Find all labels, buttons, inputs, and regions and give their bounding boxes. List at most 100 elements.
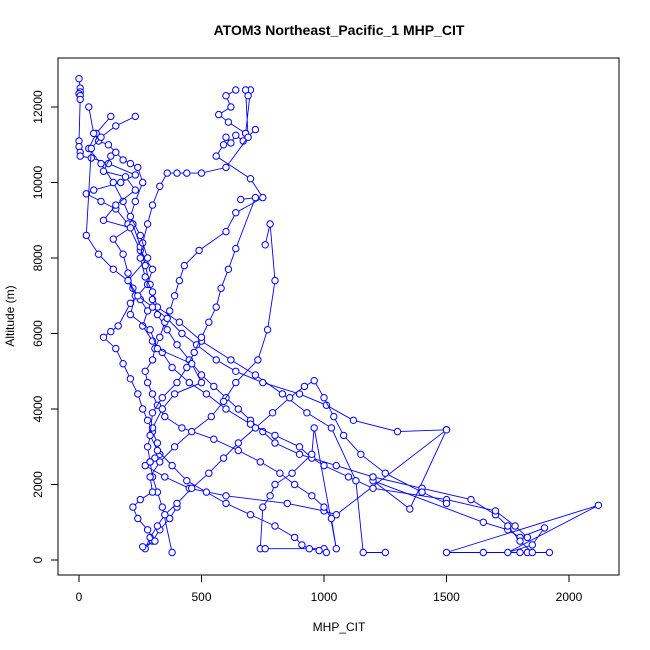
data-point <box>251 125 260 134</box>
data-point <box>234 405 243 413</box>
data-point <box>263 326 272 334</box>
data-point <box>143 443 152 451</box>
data-point <box>112 122 120 130</box>
data-point <box>305 545 313 553</box>
data-point <box>256 458 264 466</box>
data-point <box>271 522 279 530</box>
data-point <box>418 488 426 496</box>
data-point <box>315 546 323 555</box>
data-point <box>131 186 140 194</box>
x-axis-label: MHP_CIT <box>313 620 366 634</box>
data-point <box>349 416 358 424</box>
data-point <box>295 450 304 458</box>
y-tick-label: 6000 <box>31 320 45 347</box>
data-point <box>244 133 252 141</box>
data-point <box>212 152 220 160</box>
data-point <box>143 526 152 534</box>
data-point <box>322 548 331 557</box>
data-point <box>234 439 243 447</box>
data-point <box>479 518 487 526</box>
data-point <box>205 318 213 326</box>
data-point <box>97 159 105 168</box>
data-point <box>516 537 524 545</box>
data-point <box>94 250 103 258</box>
data-point <box>212 303 220 311</box>
data-point <box>76 95 84 104</box>
data-point <box>99 216 108 225</box>
data-point <box>259 193 267 202</box>
data-point <box>158 503 167 511</box>
data-point <box>195 246 203 255</box>
data-point <box>163 169 171 177</box>
data-point <box>381 469 389 477</box>
y-tick-label: 12000 <box>31 90 45 124</box>
data-point <box>121 173 130 181</box>
data-point <box>141 367 149 375</box>
data-point <box>327 514 336 523</box>
data-point <box>232 131 240 140</box>
data-point <box>143 220 152 228</box>
data-point <box>219 397 228 406</box>
data-point <box>330 412 338 421</box>
data-point <box>222 405 230 413</box>
data-point <box>594 501 603 509</box>
data-point <box>232 367 240 375</box>
data-point <box>87 144 96 153</box>
data-point <box>143 416 152 424</box>
data-point <box>109 235 118 243</box>
data-point <box>170 443 179 451</box>
data-point <box>141 273 149 281</box>
data-point <box>276 469 284 477</box>
data-point <box>197 333 206 341</box>
data-point <box>139 405 147 413</box>
data-point <box>170 292 179 300</box>
data-point <box>163 326 171 334</box>
data-point <box>332 461 340 470</box>
data-point <box>188 427 196 436</box>
data-point <box>300 382 309 391</box>
data-point <box>134 292 142 300</box>
data-point <box>119 250 127 258</box>
data-point <box>393 427 402 436</box>
data-point <box>406 505 414 513</box>
data-point <box>197 378 206 387</box>
data-point <box>139 178 147 187</box>
data-point <box>180 261 189 270</box>
data-point <box>146 458 154 466</box>
data-point <box>266 220 274 228</box>
data-point <box>516 548 524 557</box>
data-point <box>148 303 157 311</box>
data-point <box>259 503 267 511</box>
data-point <box>134 514 142 523</box>
data-point <box>290 480 299 489</box>
data-point <box>310 377 318 385</box>
data-point <box>175 318 184 326</box>
data-point <box>158 405 167 413</box>
data-point <box>261 545 269 553</box>
data-point <box>136 495 145 504</box>
data-point <box>183 169 191 177</box>
y-tick-label: 10000 <box>31 165 45 199</box>
data-point <box>359 548 367 557</box>
data-point <box>126 224 135 232</box>
data-point <box>197 169 206 177</box>
data-point <box>271 480 279 489</box>
data-point <box>222 133 230 141</box>
data-point <box>183 477 191 485</box>
data-point <box>141 461 149 470</box>
data-point <box>442 499 451 508</box>
data-point <box>251 193 260 202</box>
data-point <box>173 378 181 387</box>
data-point <box>90 186 98 194</box>
data-point <box>146 326 154 334</box>
data-point <box>178 329 186 338</box>
data-point <box>222 92 230 100</box>
data-point <box>202 390 211 398</box>
data-point <box>166 514 174 523</box>
data-point <box>158 394 167 402</box>
data-point <box>136 231 145 240</box>
y-tick-label: 0 <box>31 556 45 563</box>
data-point <box>251 424 260 432</box>
data-point <box>119 360 127 368</box>
